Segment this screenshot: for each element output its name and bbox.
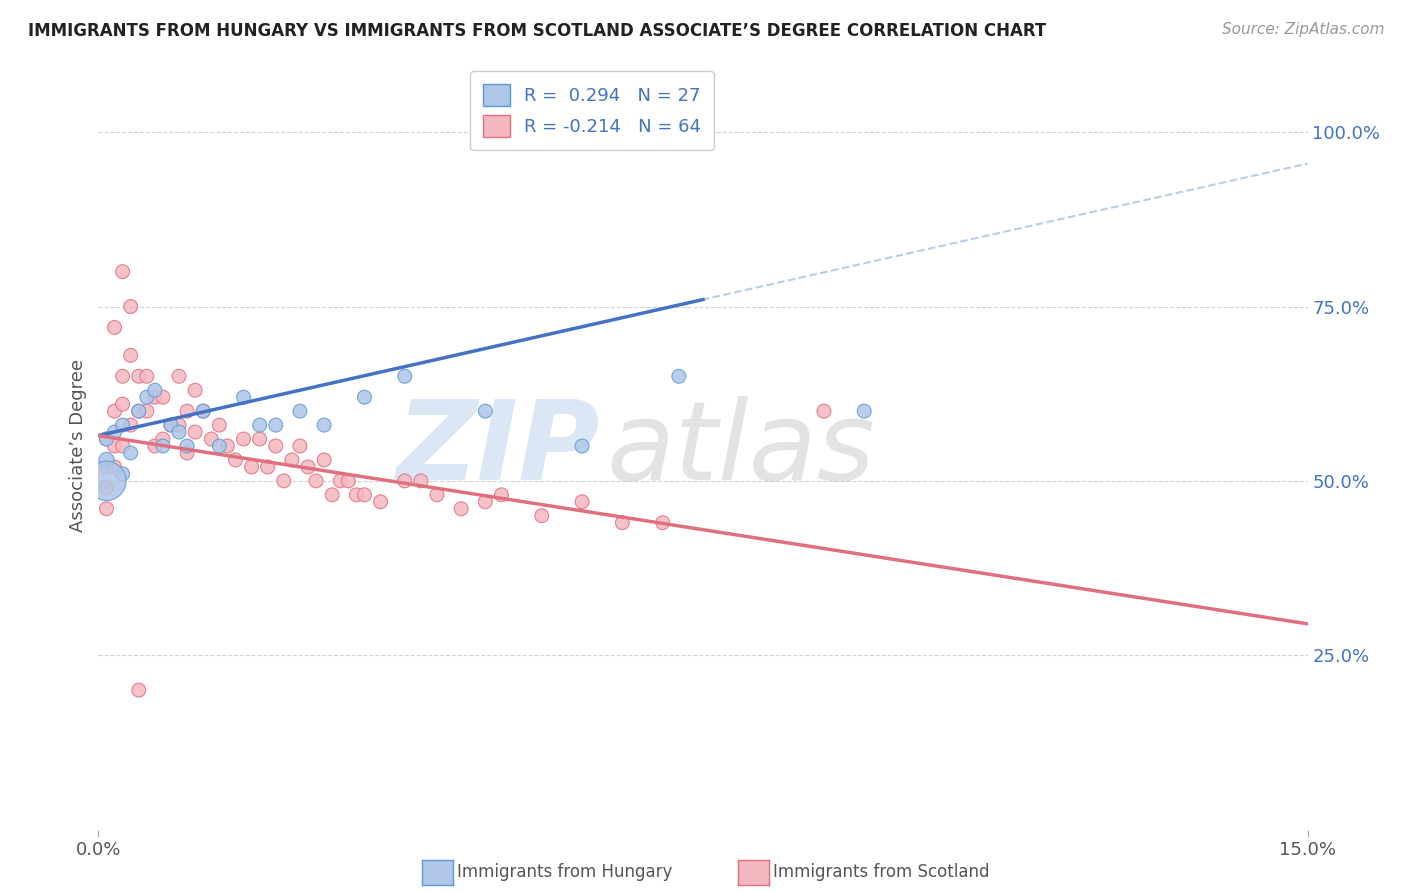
Point [474, 404, 496, 418]
Point [176, 446, 198, 460]
Point [264, 418, 287, 433]
Point [96, 459, 118, 474]
Point [612, 516, 634, 530]
Point [208, 439, 231, 453]
Text: IMMIGRANTS FROM HUNGARY VS IMMIGRANTS FROM SCOTLAND ASSOCIATE’S DEGREE CORRELATI: IMMIGRANTS FROM HUNGARY VS IMMIGRANTS FR… [28, 22, 1046, 40]
Point [111, 397, 134, 411]
Point [491, 488, 513, 502]
Point [224, 453, 246, 467]
Point [217, 439, 239, 453]
Point [208, 418, 231, 433]
Point [314, 418, 336, 433]
Point [128, 404, 150, 418]
Point [297, 459, 319, 474]
Point [853, 404, 876, 418]
Point [143, 390, 166, 404]
Point [96, 501, 118, 516]
Point [103, 404, 125, 418]
Point [143, 383, 166, 397]
Point [337, 474, 360, 488]
Point [249, 432, 271, 446]
Point [103, 425, 125, 439]
Text: Immigrants from Hungary: Immigrants from Hungary [457, 863, 672, 881]
Point [651, 516, 673, 530]
Text: atlas: atlas [606, 396, 875, 503]
Point [111, 467, 134, 481]
Point [128, 404, 150, 418]
Point [273, 474, 295, 488]
Point [143, 439, 166, 453]
Point [167, 418, 190, 433]
Point [314, 453, 336, 467]
Point [321, 488, 343, 502]
Point [184, 425, 207, 439]
Point [193, 404, 215, 418]
Point [200, 432, 222, 446]
Point [160, 418, 183, 433]
Point [344, 488, 367, 502]
Point [426, 488, 449, 502]
Point [135, 369, 157, 384]
Point [394, 474, 416, 488]
Point [353, 488, 375, 502]
Point [184, 383, 207, 397]
Point [530, 508, 553, 523]
Point [249, 418, 271, 433]
Point [450, 501, 472, 516]
Point [305, 474, 328, 488]
Point [96, 432, 118, 446]
Point [232, 390, 254, 404]
Point [370, 495, 392, 509]
Point [571, 439, 593, 453]
Point [135, 390, 157, 404]
Point [813, 404, 835, 418]
Point [256, 459, 278, 474]
Point [240, 459, 263, 474]
Point [152, 390, 174, 404]
Point [160, 418, 183, 433]
Point [103, 459, 125, 474]
Point [128, 683, 150, 698]
Point [668, 369, 690, 384]
Point [120, 418, 142, 433]
Point [167, 369, 190, 384]
Point [135, 404, 157, 418]
Point [288, 404, 311, 418]
Point [394, 369, 416, 384]
Point [288, 439, 311, 453]
Point [264, 439, 287, 453]
Point [96, 453, 118, 467]
Point [128, 369, 150, 384]
Point [96, 481, 118, 495]
Point [120, 348, 142, 362]
Point [111, 418, 134, 433]
Point [281, 453, 304, 467]
Point [176, 439, 198, 453]
Point [96, 432, 118, 446]
Point [329, 474, 352, 488]
Point [111, 369, 134, 384]
Text: Source: ZipAtlas.com: Source: ZipAtlas.com [1222, 22, 1385, 37]
Point [193, 404, 215, 418]
Point [167, 425, 190, 439]
Text: Immigrants from Scotland: Immigrants from Scotland [773, 863, 990, 881]
Point [232, 432, 254, 446]
Point [103, 320, 125, 334]
Point [176, 404, 198, 418]
Point [152, 439, 174, 453]
Point [111, 439, 134, 453]
Point [152, 432, 174, 446]
Legend: R =  0.294   N = 27, R = -0.214   N = 64: R = 0.294 N = 27, R = -0.214 N = 64 [470, 71, 714, 150]
Point [120, 446, 142, 460]
Point [120, 300, 142, 314]
Point [111, 265, 134, 279]
Point [409, 474, 432, 488]
Point [571, 495, 593, 509]
Y-axis label: Associate’s Degree: Associate’s Degree [69, 359, 87, 533]
Point [103, 439, 125, 453]
Text: ZIP: ZIP [396, 396, 600, 503]
Point [474, 495, 496, 509]
Point [353, 390, 375, 404]
Point [96, 474, 118, 488]
